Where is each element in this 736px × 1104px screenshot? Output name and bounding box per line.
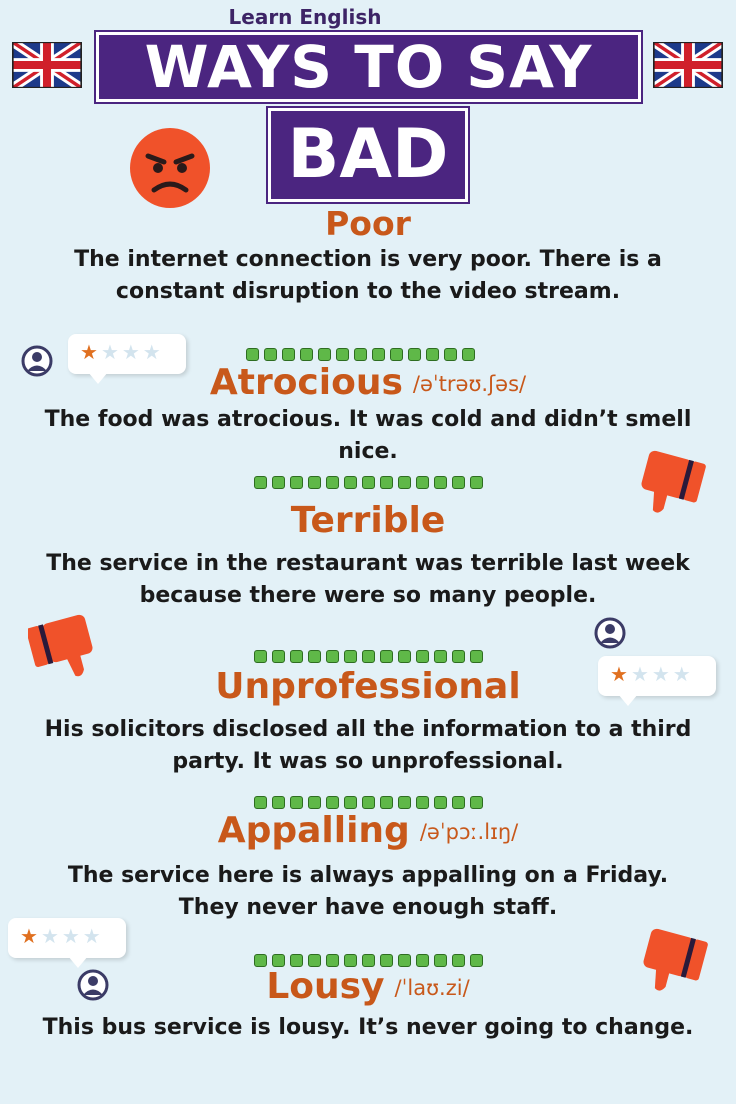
- word-heading-lousy: Lousy/ˈlaʊ.zi/: [0, 966, 736, 1007]
- user-avatar-icon: [21, 345, 53, 377]
- dot-divider: [246, 346, 480, 362]
- word-heading-terrible: Terrible: [0, 500, 736, 541]
- word-heading-atrocious: Atrocious/əˈtrəʊ.ʃəs/: [0, 362, 736, 403]
- rating-bubble: ★★★★: [598, 656, 716, 706]
- page-title: WAYS TO SAY: [96, 32, 641, 102]
- word-title: Appalling: [217, 810, 410, 851]
- word-heading-poor: Poor: [0, 204, 736, 243]
- phonetic-transcription: /əˈpɔː.lɪŋ/: [419, 820, 519, 844]
- featured-word: BAD: [268, 108, 468, 202]
- rating-bubble: ★★★★: [8, 918, 126, 968]
- word-title: Unprofessional: [215, 666, 521, 707]
- example-sentence: The service in the restaurant was terrib…: [46, 551, 690, 608]
- dot-divider: [254, 474, 488, 490]
- uk-flag-icon: [12, 42, 82, 88]
- word-heading-unprofessional: Unprofessional: [0, 666, 736, 707]
- brand-label: Learn English: [228, 5, 382, 29]
- word-title: Terrible: [290, 500, 446, 541]
- example-sentence: His solicitors disclosed all the informa…: [44, 717, 692, 774]
- star-rating: ★★★★: [20, 924, 104, 948]
- dot-divider: [254, 952, 488, 968]
- example-sentence: The service here is always appalling on …: [67, 863, 669, 920]
- user-avatar-icon: [77, 969, 109, 1001]
- thumbs-down-icon: [28, 614, 93, 677]
- star-rating: ★★★★: [80, 340, 164, 364]
- user-avatar-icon: [594, 617, 626, 649]
- thumbs-down-icon: [643, 928, 708, 991]
- word-title: Atrocious: [209, 362, 403, 403]
- uk-flag-icon: [653, 42, 723, 88]
- word-heading-appalling: Appalling/əˈpɔː.lɪŋ/: [0, 810, 736, 851]
- example-sentence: This bus service is lousy. It’s never go…: [42, 1015, 694, 1040]
- example-sentence: The food was atrocious. It was cold and …: [44, 407, 692, 464]
- thumbs-down-icon: [641, 450, 706, 513]
- phonetic-transcription: /əˈtrəʊ.ʃəs/: [412, 372, 527, 396]
- example-sentence: The internet connection is very poor. Th…: [74, 247, 662, 304]
- angry-face-icon: [130, 128, 210, 208]
- dot-divider: [254, 648, 488, 664]
- word-title: Poor: [325, 204, 411, 243]
- rating-bubble: ★★★★: [68, 334, 186, 384]
- star-rating: ★★★★: [610, 662, 694, 686]
- word-title: Lousy: [266, 966, 385, 1007]
- dot-divider: [254, 794, 488, 810]
- phonetic-transcription: /ˈlaʊ.zi/: [394, 976, 470, 1000]
